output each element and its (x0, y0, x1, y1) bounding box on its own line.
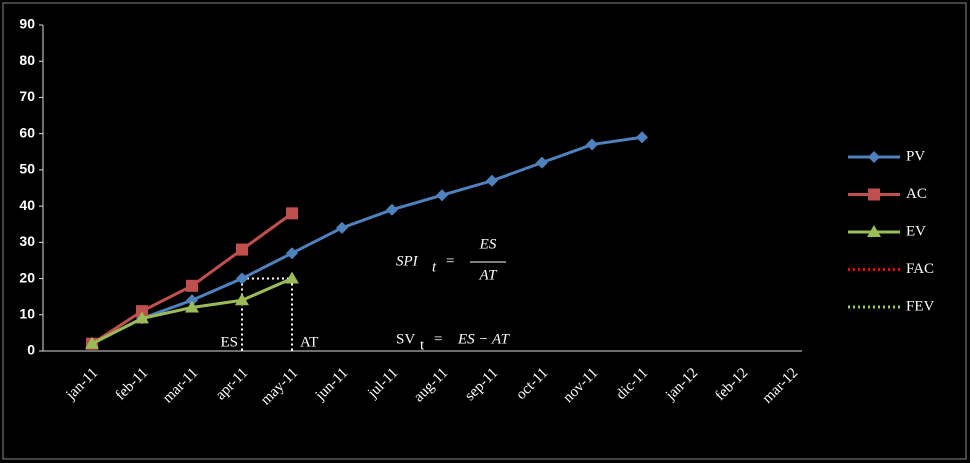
point (185, 300, 199, 313)
annotation-es: ES (220, 334, 238, 350)
point (286, 247, 298, 260)
point (136, 305, 148, 318)
formula-num: ES (479, 236, 497, 252)
legend-label: AC (906, 186, 927, 202)
y-tick-label: 0 (27, 342, 35, 358)
point (868, 151, 880, 163)
point (386, 203, 398, 216)
point (586, 138, 598, 151)
formula-lhs: SV (396, 331, 415, 347)
point (235, 293, 249, 306)
point (186, 294, 198, 307)
legend-label: FEV (906, 298, 935, 314)
legend-label: PV (906, 148, 925, 164)
point (486, 174, 498, 187)
point (85, 336, 99, 349)
y-tick-label: 60 (19, 124, 35, 140)
legend-label: FAC (906, 261, 934, 277)
point (536, 156, 548, 169)
formula-sub: t (432, 259, 437, 275)
y-tick-label: 70 (19, 88, 35, 104)
formula-lhs: SPI (396, 253, 419, 269)
y-tick-label: 80 (19, 52, 35, 68)
legend-label: EV (906, 223, 926, 239)
point (868, 188, 880, 201)
point (636, 131, 648, 144)
y-tick-label: 50 (19, 161, 35, 177)
point (867, 225, 881, 237)
point (236, 272, 248, 285)
formula-eq: = (446, 253, 454, 269)
y-tick-label: 10 (19, 305, 35, 321)
point (336, 221, 348, 234)
point (186, 279, 198, 292)
point (285, 271, 299, 284)
point (286, 207, 298, 220)
formula-rhs: ES − AT (457, 331, 511, 347)
formula-eq: = (434, 331, 442, 347)
y-tick-label: 30 (19, 233, 35, 249)
y-tick-label: 20 (19, 269, 35, 285)
y-tick-label: 90 (19, 16, 35, 32)
point (135, 311, 149, 324)
series-line (91, 135, 643, 346)
point (436, 189, 448, 202)
point (236, 243, 248, 256)
formula-sub: t (420, 337, 425, 353)
formula-den: AT (479, 267, 499, 283)
annotation-at: AT (300, 334, 318, 350)
y-tick-label: 40 (19, 197, 35, 213)
